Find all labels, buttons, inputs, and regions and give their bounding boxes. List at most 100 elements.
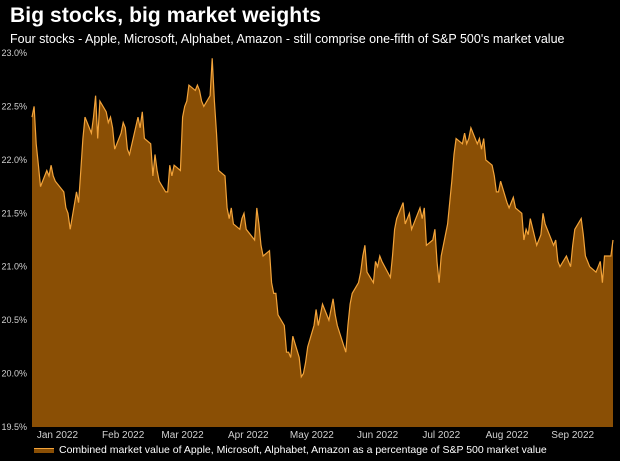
data-point [99,101,100,102]
data-point [483,138,484,139]
data-point [199,90,200,91]
data-point [574,229,575,230]
data-point [144,138,145,139]
x-tick-label: Jan 2022 [37,430,79,441]
data-point [233,223,234,224]
data-point [333,298,334,299]
data-point [241,218,242,219]
data-point [70,229,71,230]
data-point [570,266,571,267]
legend: Combined market value of Apple, Microsof… [34,444,547,456]
data-point [229,218,230,219]
data-point [224,175,225,176]
data-point [212,58,213,59]
data-point [466,143,467,144]
data-point [186,101,187,102]
y-tick-label: 22.5% [1,101,27,111]
data-point [197,85,198,86]
data-point [559,266,560,267]
data-point [188,85,189,86]
data-point [318,325,319,326]
data-point [322,304,323,305]
data-point [566,255,567,256]
data-point [84,117,85,118]
data-point [82,138,83,139]
data-point [303,373,304,374]
data-point [36,143,37,144]
data-point [307,346,308,347]
data-point [462,143,463,144]
data-point [313,325,314,326]
data-point [271,282,272,283]
data-point [424,207,425,208]
x-axis: Jan 2022 Feb 2022 Mar 2022 Apr 2022 May 2022… [37,430,595,441]
data-point [581,218,582,219]
data-point [260,245,261,246]
data-point [34,106,35,107]
data-point [38,165,39,166]
data-point [595,272,596,273]
data-point [449,202,450,203]
data-point [426,245,427,246]
data-point [290,357,291,358]
data-point [246,229,247,230]
data-point [93,117,94,118]
data-point [352,293,353,294]
data-point [366,272,367,273]
data-point [528,234,529,235]
data-point [434,229,435,230]
data-point [275,293,276,294]
data-point [335,314,336,315]
series-line [31,58,614,379]
chart-title: Big stocks, big market weights [10,4,322,27]
data-point [110,117,111,118]
data-point [53,175,54,176]
data-point [256,207,257,208]
data-point [587,261,588,262]
x-tick-label: Sep 2022 [551,430,594,441]
data-point [284,325,285,326]
data-point [152,175,153,176]
data-point [612,239,613,240]
data-point [432,239,433,240]
data-point [358,282,359,283]
data-point [540,234,541,235]
y-tick-label: 20.0% [1,369,27,379]
data-point [396,218,397,219]
data-point [214,101,215,102]
data-point [51,165,52,166]
data-point [48,175,49,176]
data-point [201,101,202,102]
data-point [381,261,382,262]
data-point [125,127,126,128]
x-tick-label: Jun 2022 [357,430,399,441]
data-point [470,127,471,128]
data-point [419,207,420,208]
y-tick-label: 22.0% [1,155,27,165]
data-point [167,191,168,192]
data-point [273,293,274,294]
data-point [521,213,522,214]
data-point [364,245,365,246]
x-tick-label: Mar 2022 [161,430,204,441]
data-point [568,261,569,262]
data-point [108,122,109,123]
data-point [137,117,138,118]
data-point [127,149,128,150]
y-axis: 19.5% 20.0% 20.5% 21.0% 21.5% 22.0% 22.5% 23.0% [1,48,27,432]
data-point [165,191,166,192]
data-point [447,223,448,224]
data-point [263,255,264,256]
data-point [360,272,361,273]
data-point [171,175,172,176]
data-point [585,255,586,256]
data-point [121,133,122,134]
data-point [114,149,115,150]
data-point [203,106,204,107]
data-point [157,170,158,171]
data-point [411,229,412,230]
data-point [140,127,141,128]
data-point [292,336,293,337]
data-point [451,181,452,182]
